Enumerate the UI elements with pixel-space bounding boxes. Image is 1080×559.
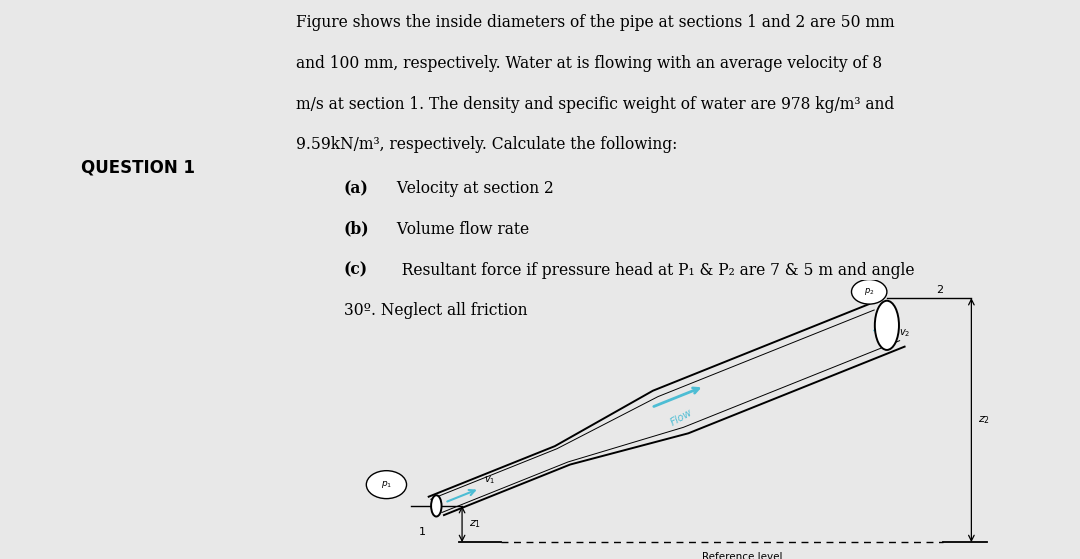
Text: $z_2$: $z_2$ bbox=[977, 414, 990, 426]
Text: $v_1$: $v_1$ bbox=[484, 475, 496, 486]
Ellipse shape bbox=[875, 301, 899, 350]
Text: 2: 2 bbox=[935, 285, 943, 295]
Text: Velocity at section 2: Velocity at section 2 bbox=[392, 180, 554, 197]
Ellipse shape bbox=[431, 495, 442, 517]
Text: QUESTION 1: QUESTION 1 bbox=[81, 159, 194, 177]
Text: Resultant force if pressure head at P₁ & P₂ are 7 & 5 m and angle: Resultant force if pressure head at P₁ &… bbox=[392, 262, 915, 278]
Circle shape bbox=[366, 471, 406, 499]
Text: (b): (b) bbox=[343, 221, 369, 238]
Text: 9.59kN/m³, respectively. Calculate the following:: 9.59kN/m³, respectively. Calculate the f… bbox=[296, 136, 677, 153]
Text: and 100 mm, respectively. Water at is flowing with an average velocity of 8: and 100 mm, respectively. Water at is fl… bbox=[296, 55, 881, 72]
Circle shape bbox=[851, 280, 887, 304]
Text: $v_2$: $v_2$ bbox=[899, 327, 910, 339]
Text: 1: 1 bbox=[418, 527, 426, 537]
Text: (a): (a) bbox=[343, 180, 368, 197]
Text: 30º. Neglect all friction: 30º. Neglect all friction bbox=[343, 302, 527, 319]
Text: $z_1$: $z_1$ bbox=[469, 518, 481, 530]
Text: Figure shows the inside diameters of the pipe at sections 1 and 2 are 50 mm: Figure shows the inside diameters of the… bbox=[296, 14, 894, 31]
Text: $p_1$: $p_1$ bbox=[381, 479, 392, 490]
Text: $p_2$: $p_2$ bbox=[864, 286, 875, 297]
Text: Flow: Flow bbox=[669, 407, 694, 428]
Text: (c): (c) bbox=[343, 262, 368, 278]
Text: Volume flow rate: Volume flow rate bbox=[392, 221, 529, 238]
Text: Reference level: Reference level bbox=[702, 552, 782, 559]
Text: m/s at section 1. The density and specific weight of water are 978 kg/m³ and: m/s at section 1. The density and specif… bbox=[296, 96, 894, 112]
